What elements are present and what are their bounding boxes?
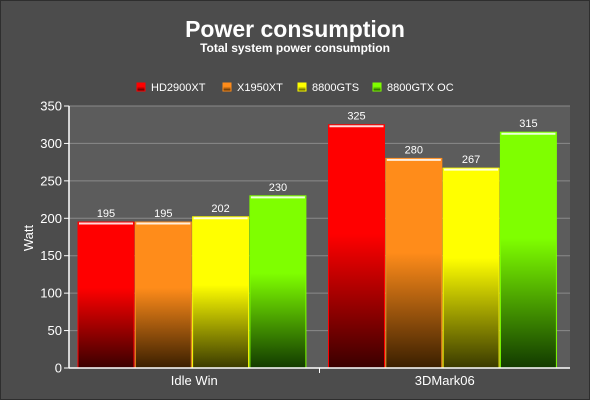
data-label: 267 (462, 154, 480, 166)
legend-swatch (372, 82, 382, 92)
x-tick-label: Idle Win (171, 373, 218, 388)
legend-entry: HD2900XT (151, 82, 206, 94)
data-label: 280 (405, 144, 423, 156)
x-axis: Idle Win 3DMark06 (171, 368, 475, 388)
x-tick-label: 3DMark06 (415, 373, 475, 388)
bar (249, 195, 307, 369)
data-label: 202 (211, 203, 229, 215)
legend-swatch (136, 82, 146, 92)
data-label: 325 (347, 111, 365, 123)
legend-swatch (297, 82, 307, 92)
y-tick-label: 100 (40, 286, 62, 301)
bar (192, 216, 250, 369)
y-axis: 0 50 100 150 200 250 300 350 (40, 99, 69, 376)
data-labels: 195 195 202 230 325 280 267 315 (97, 111, 538, 220)
y-tick-label: 50 (48, 323, 62, 338)
bar (385, 157, 443, 369)
y-tick-label: 300 (40, 136, 62, 151)
legend-swatch (222, 82, 232, 92)
y-tick-label: 350 (40, 99, 62, 114)
bar (442, 167, 500, 369)
data-label: 195 (154, 208, 172, 220)
data-label: 230 (269, 182, 287, 194)
bars (77, 124, 557, 369)
legend-entry: X1950XT (237, 82, 283, 94)
y-axis-label: Watt (21, 224, 36, 251)
y-tick-label: 250 (40, 173, 62, 188)
legend-entry: 8800GTX OC (387, 82, 454, 94)
data-label: 195 (97, 208, 115, 220)
bar (134, 221, 192, 369)
bar (77, 221, 135, 369)
chart-subtitle: Total system power consumption (200, 41, 390, 55)
legend-entry: 8800GTS (312, 82, 359, 94)
chart-title: Power consumption (185, 16, 405, 42)
data-label: 315 (519, 118, 537, 130)
y-tick-label: 0 (55, 361, 62, 376)
y-tick-label: 200 (40, 211, 62, 226)
bar (499, 131, 557, 369)
y-tick-label: 150 (40, 248, 62, 263)
legend: HD2900XT X1950XT 8800GTS 8800GTX OC (136, 82, 454, 94)
bar (328, 124, 385, 369)
